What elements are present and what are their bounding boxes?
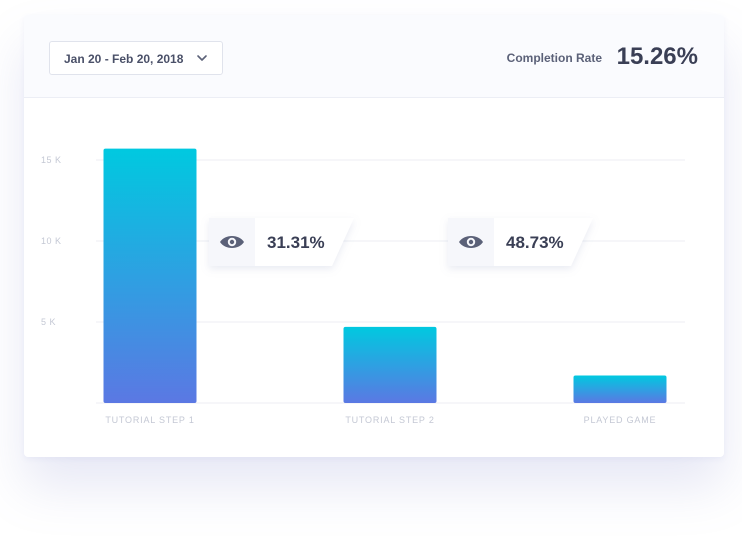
bar[interactable] bbox=[343, 326, 437, 403]
bar[interactable] bbox=[573, 375, 667, 403]
completion-rate-value: 15.26% bbox=[616, 43, 698, 70]
conversion-callout: 31.31% bbox=[209, 218, 354, 266]
y-tick-label: 5 K bbox=[41, 317, 56, 327]
chevron-down-icon bbox=[197, 55, 207, 61]
y-tick-label: 15 K bbox=[41, 155, 62, 165]
conversion-rate-text: 31.31% bbox=[267, 233, 325, 252]
funnel-card: Jan 20 - Feb 20, 2018 Completion Rate 15… bbox=[24, 15, 724, 457]
x-category-label: TUTORIAL STEP 2 bbox=[345, 415, 434, 425]
x-category-label: TUTORIAL STEP 1 bbox=[105, 415, 194, 425]
conversion-callout: 48.73% bbox=[448, 218, 593, 266]
date-range-select[interactable]: Jan 20 - Feb 20, 2018 bbox=[49, 41, 223, 75]
x-category-label: PLAYED GAME bbox=[584, 415, 657, 425]
eye-icon bbox=[220, 236, 244, 248]
card-header: Jan 20 - Feb 20, 2018 Completion Rate 15… bbox=[24, 15, 724, 98]
y-tick-label: 10 K bbox=[41, 236, 62, 246]
bar[interactable] bbox=[103, 148, 197, 403]
funnel-bar-chart: 5 K 10 K 15 K TUTORIAL STEP 1 TUTORIAL STEP… bbox=[41, 148, 685, 425]
completion-rate-label: Completion Rate bbox=[506, 51, 602, 65]
date-range-label: Jan 20 - Feb 20, 2018 bbox=[64, 52, 184, 66]
conversion-rate-text: 48.73% bbox=[506, 233, 564, 252]
eye-icon bbox=[459, 236, 483, 248]
